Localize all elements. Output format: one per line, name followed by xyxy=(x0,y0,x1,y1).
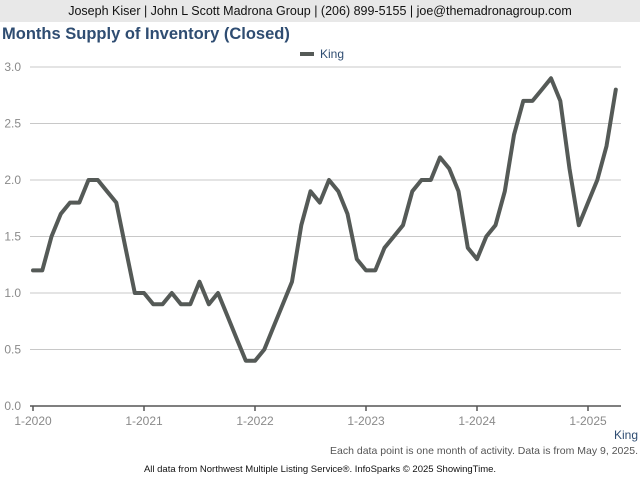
x-tick-label: 1-2023 xyxy=(347,414,385,428)
y-axis-labels: 0.0 0.5 1.0 1.5 2.0 2.5 3.0 xyxy=(4,60,21,413)
x-axis-ticks xyxy=(32,406,589,411)
source-note: All data from Northwest Multiple Listing… xyxy=(143,464,497,475)
y-tick-label: 1.5 xyxy=(4,230,21,244)
x-tick-label: 1-2024 xyxy=(458,414,496,428)
y-tick-label: 0.0 xyxy=(4,399,21,413)
data-note: Each data point is one month of activity… xyxy=(330,445,638,457)
x-axis-series-label: King xyxy=(614,428,639,442)
series-line-king xyxy=(31,76,618,363)
x-tick-label: 1-2021 xyxy=(125,414,163,428)
y-tick-label: 2.5 xyxy=(4,117,21,131)
chart-title: Months Supply of Inventory (Closed) xyxy=(2,25,290,43)
y-tick-label: 3.0 xyxy=(4,60,21,74)
legend: King xyxy=(300,46,344,62)
contact-header: Joseph Kiser | John L Scott Madrona Grou… xyxy=(0,0,640,22)
y-tick-label: 0.5 xyxy=(4,343,21,357)
x-axis-labels: 1-2020 1-2021 1-2022 1-2023 1-2024 1-2025 xyxy=(14,414,607,428)
x-tick-label: 1-2025 xyxy=(569,414,607,428)
x-tick-label: 1-2022 xyxy=(236,414,274,428)
legend-swatch xyxy=(300,52,314,56)
y-tick-label: 2.0 xyxy=(4,173,21,187)
legend-label-king: King xyxy=(320,47,345,61)
grid-lines xyxy=(30,66,621,350)
y-tick-label: 1.0 xyxy=(4,286,21,300)
x-tick-label: 1-2020 xyxy=(14,414,52,428)
